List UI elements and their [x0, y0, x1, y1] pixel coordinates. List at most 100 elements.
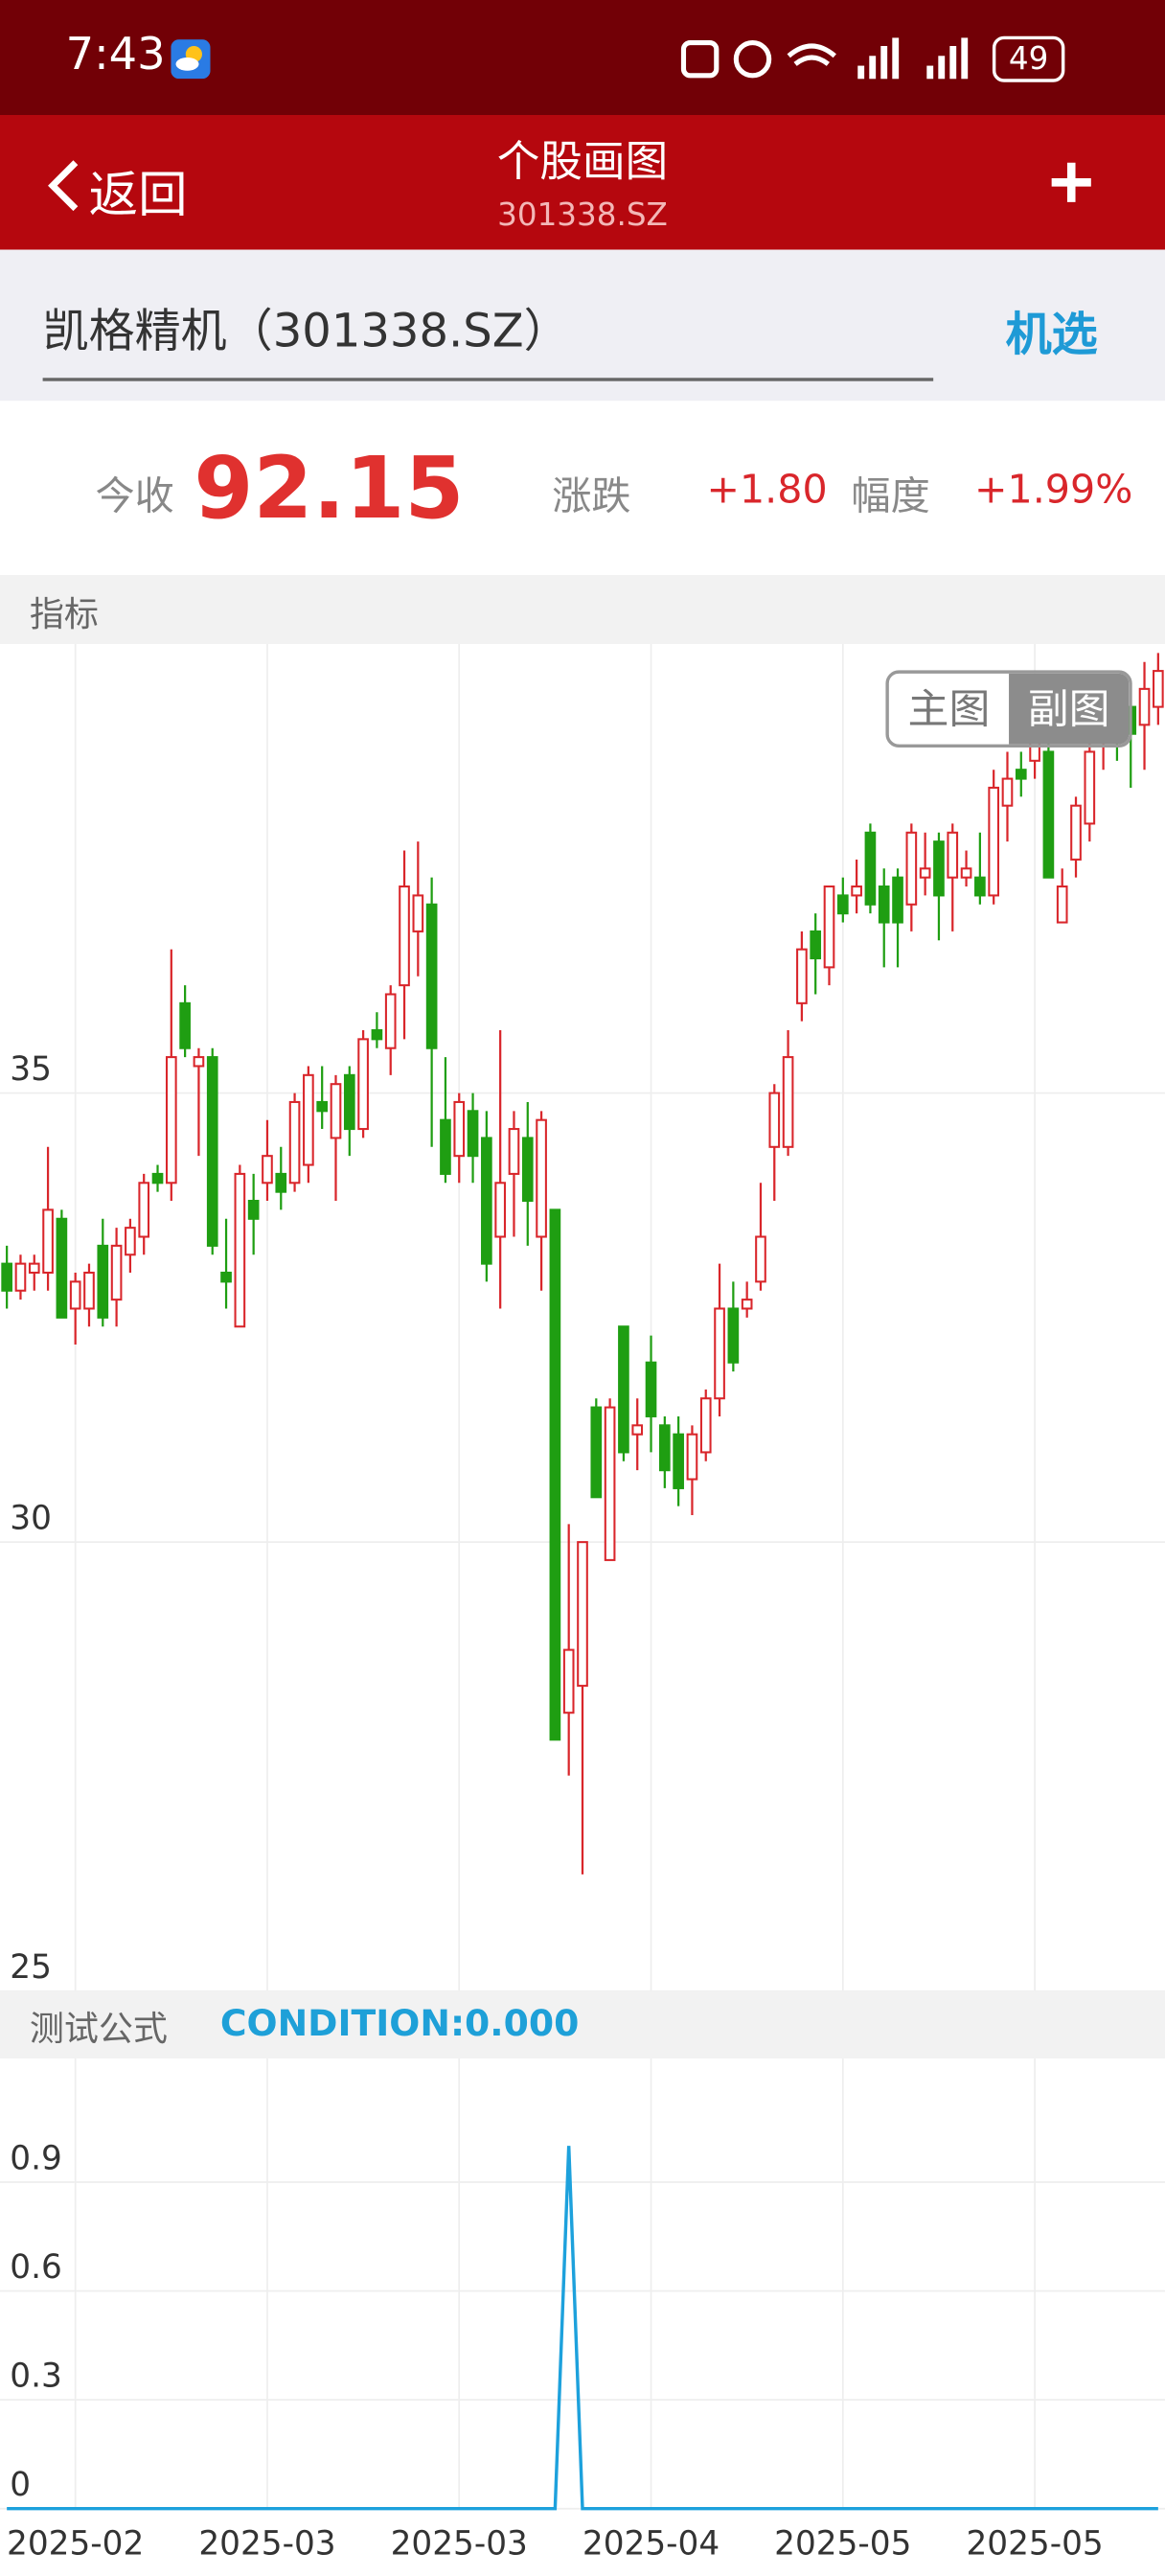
- sub-chart-tab[interactable]: 副图: [1009, 673, 1130, 745]
- condition-value: CONDITION:0.000: [219, 2004, 580, 2046]
- candle-body: [508, 1128, 520, 1175]
- indicator-label[interactable]: 指标: [29, 594, 99, 634]
- candle-body: [618, 1325, 629, 1454]
- search-input[interactable]: 凯格精机（301338.SZ）: [42, 296, 934, 381]
- candle-body: [577, 1541, 588, 1688]
- nav-subtitle: 301338.SZ: [497, 196, 668, 234]
- candle-body: [1001, 777, 1014, 807]
- back-icon[interactable]: [46, 158, 82, 214]
- y-tick-label: 0.6: [10, 2248, 62, 2287]
- candle-body: [247, 1200, 260, 1220]
- candle-body: [699, 1397, 712, 1454]
- candle-body: [905, 831, 918, 906]
- candle-body: [83, 1271, 95, 1310]
- candle-body: [714, 1307, 725, 1400]
- candle-body: [768, 1092, 781, 1148]
- status-bar: 7:43 49: [0, 0, 1165, 116]
- candle-body: [536, 1118, 547, 1238]
- candle-body: [110, 1244, 123, 1301]
- candle-body: [727, 1307, 740, 1364]
- candle-body: [97, 1244, 109, 1319]
- candle-body: [659, 1424, 671, 1472]
- main-chart-tab[interactable]: 主图: [888, 673, 1010, 745]
- add-button[interactable]: [1048, 159, 1094, 205]
- candle-body: [467, 1110, 479, 1158]
- candle-body: [631, 1424, 644, 1436]
- candle-body: [384, 993, 397, 1049]
- candle-body: [234, 1172, 246, 1328]
- x-tick-label: 2025-05: [774, 2525, 911, 2564]
- pct-label: 幅度: [851, 472, 930, 519]
- candle-body: [1042, 750, 1055, 879]
- x-tick-label: 2025-02: [7, 2525, 144, 2564]
- formula-bar: 测试公式 CONDITION:0.000: [0, 1990, 1165, 2059]
- candle-body: [1070, 804, 1082, 861]
- candle-body: [878, 886, 890, 924]
- candle-body: [453, 1100, 466, 1158]
- search-area: 凯格精机（301338.SZ） 机选: [0, 249, 1165, 402]
- time: 7:43: [65, 29, 166, 81]
- candle-body: [604, 1406, 616, 1561]
- candle-body: [56, 1217, 68, 1319]
- candle-body: [810, 930, 822, 960]
- candle-body: [796, 948, 808, 1004]
- candle-body: [521, 1137, 534, 1203]
- candle-body: [673, 1433, 684, 1489]
- candle-body: [686, 1433, 698, 1481]
- x-tick-label: 2025-03: [198, 2525, 335, 2564]
- candle-body: [864, 831, 877, 906]
- candle-body: [275, 1172, 287, 1193]
- battery: 49: [992, 35, 1065, 82]
- candle-body: [42, 1208, 54, 1275]
- y-tick-label: 0.3: [10, 2357, 62, 2395]
- x-tick-label: 2025-03: [391, 2525, 528, 2564]
- candle-body: [1, 1262, 12, 1292]
- candle-body: [851, 886, 862, 897]
- candle-body: [1056, 886, 1068, 924]
- candle-body: [357, 1038, 369, 1131]
- candle-body: [988, 786, 1000, 897]
- candle-body: [782, 1056, 794, 1148]
- candle-body: [1084, 750, 1096, 825]
- candle-body: [947, 831, 959, 879]
- candle-body: [69, 1280, 81, 1310]
- back-button[interactable]: 返回: [88, 167, 188, 225]
- status-icons: [680, 37, 969, 80]
- candle-body: [440, 1118, 451, 1175]
- candle-body: [741, 1299, 753, 1310]
- condition-chart: 2025-02 2025-03 2025-03 2025-04 2025-05 2025-…: [0, 2058, 1165, 2564]
- candle-body: [1153, 670, 1164, 708]
- candlestick-chart: 25 30 35: [0, 644, 1165, 1991]
- candle-body: [206, 1056, 218, 1247]
- formula-label: 测试公式: [29, 2009, 168, 2049]
- candle-body: [316, 1100, 329, 1113]
- close-price: 92.15: [194, 440, 465, 540]
- candle-body: [193, 1056, 205, 1068]
- candle-body: [892, 876, 903, 924]
- x-tick-label: 2025-04: [582, 2525, 720, 2564]
- candle-body: [220, 1271, 232, 1283]
- indicator-bar: 指标: [0, 575, 1165, 645]
- candle-body: [165, 1056, 177, 1184]
- weather-icon: [171, 39, 211, 80]
- candle-body: [303, 1073, 314, 1166]
- candle-body: [425, 903, 438, 1049]
- candle-body: [590, 1406, 603, 1499]
- candle-body: [645, 1361, 657, 1417]
- y-tick-label: 30: [10, 1499, 52, 1537]
- candle-body: [836, 894, 849, 915]
- y-tick-label: 0.9: [10, 2139, 62, 2177]
- candle-body: [412, 894, 424, 932]
- candle-body: [974, 876, 986, 897]
- candle-body: [14, 1262, 27, 1292]
- candle-body: [262, 1155, 273, 1184]
- chart-toggle: 主图 副图: [885, 670, 1132, 748]
- pick-button[interactable]: 机选: [1005, 307, 1098, 362]
- change-label: 涨跌: [552, 472, 631, 519]
- candle-body: [755, 1235, 766, 1283]
- nav-bar: 返回 个股画图 301338.SZ: [0, 115, 1165, 250]
- y-tick-label: 25: [10, 1948, 52, 1987]
- x-tick-label: 2025-05: [966, 2525, 1103, 2564]
